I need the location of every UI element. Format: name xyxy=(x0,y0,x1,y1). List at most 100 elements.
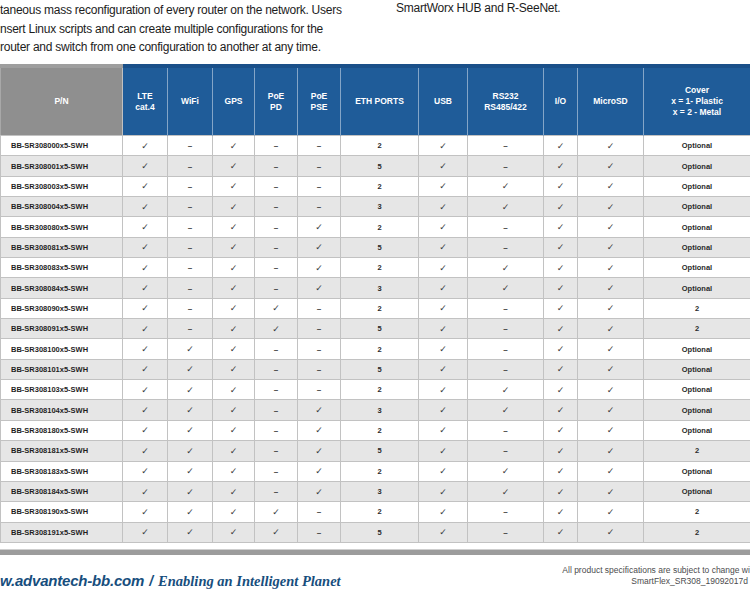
dash-mark: – xyxy=(468,441,544,461)
column-header-gps: GPS xyxy=(213,66,255,136)
spec-value-cell: Optional xyxy=(644,481,750,501)
check-mark-icon: ✓ xyxy=(123,258,168,278)
brand-tagline: Enabling an Intelligent Planet xyxy=(158,573,341,589)
dash-mark: – xyxy=(255,258,298,278)
check-mark-icon: ✓ xyxy=(213,278,255,298)
table-row: BB-SR308004x5-SWH✓–✓––3✓✓✓✓Optional xyxy=(1,197,750,217)
spec-value-cell: 2 xyxy=(341,258,419,278)
table-row: BB-SR308190x5-SWH✓✓✓✓–2✓–✓✓2 xyxy=(1,502,750,522)
check-mark-icon: ✓ xyxy=(419,258,468,278)
dash-mark: – xyxy=(255,359,298,379)
check-mark-icon: ✓ xyxy=(213,420,255,440)
check-mark-icon: ✓ xyxy=(544,380,578,400)
part-number-cell: BB-SR308180x5-SWH xyxy=(1,420,123,440)
check-mark-icon: ✓ xyxy=(419,522,468,542)
dash-mark: – xyxy=(468,359,544,379)
spec-value-cell: Optional xyxy=(644,176,750,196)
check-mark-icon: ✓ xyxy=(468,278,544,298)
spec-value-cell: 5 xyxy=(341,319,419,339)
spec-value-cell: Optional xyxy=(644,217,750,237)
check-mark-icon: ✓ xyxy=(544,359,578,379)
part-number-cell: BB-SR308100x5-SWH xyxy=(1,339,123,359)
check-mark-icon: ✓ xyxy=(298,420,341,440)
column-header-serial: RS232 RS485/422 xyxy=(468,66,544,136)
check-mark-icon: ✓ xyxy=(578,339,644,359)
check-mark-icon: ✓ xyxy=(123,156,168,176)
dash-mark: – xyxy=(168,197,213,217)
check-mark-icon: ✓ xyxy=(544,217,578,237)
check-mark-icon: ✓ xyxy=(578,258,644,278)
check-mark-icon: ✓ xyxy=(544,298,578,318)
footer-divider-bar xyxy=(0,549,750,555)
check-mark-icon: ✓ xyxy=(255,522,298,542)
check-mark-icon: ✓ xyxy=(578,461,644,481)
table-row: BB-SR308081x5-SWH✓–✓–✓5✓–✓✓Optional xyxy=(1,237,750,257)
spec-value-cell: 5 xyxy=(341,359,419,379)
check-mark-icon: ✓ xyxy=(544,522,578,542)
header-row: P/NLTE cat.4WiFiGPSPoE PDPoE PSEETH PORT… xyxy=(1,66,750,136)
spec-value-cell: 2 xyxy=(341,339,419,359)
dash-mark: – xyxy=(468,217,544,237)
column-header-io: I/O xyxy=(544,66,578,136)
check-mark-icon: ✓ xyxy=(213,481,255,501)
intro-line-3: router and switch from one configuration… xyxy=(0,38,342,57)
dash-mark: – xyxy=(255,400,298,420)
dash-mark: – xyxy=(298,359,341,379)
check-mark-icon: ✓ xyxy=(213,258,255,278)
dash-mark: – xyxy=(168,258,213,278)
table-row: BB-SR308001x5-SWH✓–✓––5✓–✓✓Optional xyxy=(1,156,750,176)
spec-value-cell: 2 xyxy=(341,176,419,196)
spec-value-cell: 5 xyxy=(341,156,419,176)
check-mark-icon: ✓ xyxy=(123,136,168,156)
check-mark-icon: ✓ xyxy=(578,197,644,217)
part-number-cell: BB-SR308081x5-SWH xyxy=(1,237,123,257)
check-mark-icon: ✓ xyxy=(213,522,255,542)
dash-mark: – xyxy=(298,136,341,156)
column-header-usb: USB xyxy=(419,66,468,136)
spec-value-cell: 2 xyxy=(644,441,750,461)
footer-note-line: All product specifications are subject t… xyxy=(562,565,750,575)
check-mark-icon: ✓ xyxy=(168,420,213,440)
dash-mark: – xyxy=(255,156,298,176)
check-mark-icon: ✓ xyxy=(578,136,644,156)
check-mark-icon: ✓ xyxy=(168,339,213,359)
part-number-cell: BB-SR308091x5-SWH xyxy=(1,319,123,339)
column-header-poe_pse: PoE PSE xyxy=(298,66,341,136)
check-mark-icon: ✓ xyxy=(578,481,644,501)
dash-mark: – xyxy=(168,237,213,257)
check-mark-icon: ✓ xyxy=(168,522,213,542)
part-number-cell: BB-SR308000x5-SWH xyxy=(1,136,123,156)
check-mark-icon: ✓ xyxy=(298,278,341,298)
spec-value-cell: 5 xyxy=(341,522,419,542)
dash-mark: – xyxy=(468,237,544,257)
dash-mark: – xyxy=(468,339,544,359)
spec-value-cell: Optional xyxy=(644,156,750,176)
website-link[interactable]: w.advantech-bb.com xyxy=(0,572,144,589)
check-mark-icon: ✓ xyxy=(213,197,255,217)
dash-mark: – xyxy=(298,380,341,400)
check-mark-icon: ✓ xyxy=(213,319,255,339)
check-mark-icon: ✓ xyxy=(123,176,168,196)
check-mark-icon: ✓ xyxy=(123,237,168,257)
footer-doc-id: SmartFlex_SR308_19092017d xyxy=(631,576,748,586)
spec-value-cell: 2 xyxy=(644,298,750,318)
dash-mark: – xyxy=(468,319,544,339)
check-mark-icon: ✓ xyxy=(168,380,213,400)
part-number-cell: BB-SR308190x5-SWH xyxy=(1,502,123,522)
spec-value-cell: Optional xyxy=(644,420,750,440)
check-mark-icon: ✓ xyxy=(419,502,468,522)
dash-mark: – xyxy=(298,197,341,217)
column-header-pn: P/N xyxy=(1,66,123,136)
column-header-wifi: WiFi xyxy=(168,66,213,136)
part-number-cell: BB-SR308191x5-SWH xyxy=(1,522,123,542)
check-mark-icon: ✓ xyxy=(419,217,468,237)
check-mark-icon: ✓ xyxy=(419,136,468,156)
check-mark-icon: ✓ xyxy=(123,400,168,420)
spec-value-cell: Optional xyxy=(644,380,750,400)
check-mark-icon: ✓ xyxy=(213,461,255,481)
check-mark-icon: ✓ xyxy=(544,502,578,522)
table-row: BB-SR308180x5-SWH✓✓✓–✓2✓–✓✓Optional xyxy=(1,420,750,440)
check-mark-icon: ✓ xyxy=(123,481,168,501)
check-mark-icon: ✓ xyxy=(578,156,644,176)
spec-value-cell: Optional xyxy=(644,278,750,298)
